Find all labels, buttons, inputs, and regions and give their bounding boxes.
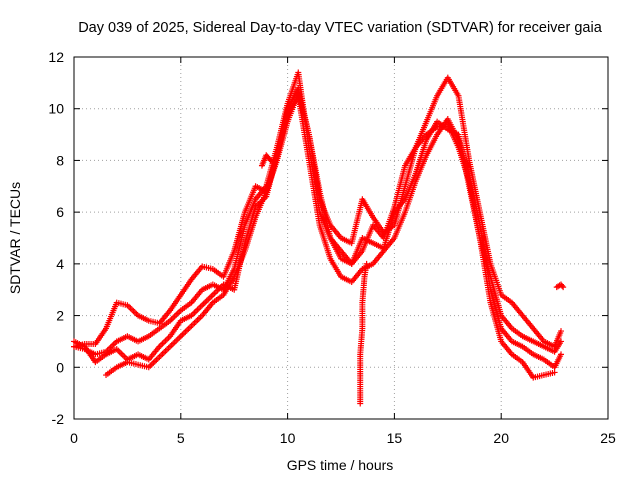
y-tick-label: 6 bbox=[56, 204, 64, 220]
data-point bbox=[558, 351, 565, 358]
data-points bbox=[71, 69, 567, 407]
x-tick-label: 10 bbox=[280, 430, 296, 446]
series-track bbox=[258, 152, 278, 169]
y-tick-label: 8 bbox=[56, 152, 64, 168]
x-tick-label: 0 bbox=[70, 430, 78, 446]
data-point bbox=[551, 369, 558, 376]
data-point bbox=[559, 282, 566, 289]
x-tick-label: 5 bbox=[177, 430, 185, 446]
x-tick-label: 15 bbox=[387, 430, 403, 446]
data-point bbox=[271, 160, 278, 167]
x-tick-label: 20 bbox=[493, 430, 509, 446]
y-tick-label: 0 bbox=[56, 359, 64, 375]
series-track bbox=[103, 90, 558, 381]
plot-frame bbox=[73, 56, 609, 420]
series-track bbox=[553, 281, 567, 291]
data-point bbox=[558, 338, 565, 345]
y-tick-label: 4 bbox=[56, 256, 64, 272]
x-axis-label: GPS time / hours bbox=[287, 457, 394, 473]
axis-ticks: 0 5 10 15 20 25 -2 0 2 4 6 8 10 12 bbox=[48, 49, 616, 446]
x-tick-label: 25 bbox=[600, 430, 616, 446]
y-tick-label: 12 bbox=[48, 49, 64, 65]
chart-title: Day 039 of 2025, Sidereal Day-to-day VTE… bbox=[78, 20, 603, 36]
data-point bbox=[560, 284, 567, 291]
data-point bbox=[558, 328, 565, 335]
y-tick-label: 2 bbox=[56, 308, 64, 324]
y-tick-label: -2 bbox=[52, 411, 65, 427]
y-axis-label: SDTVAR / TECUs bbox=[7, 182, 23, 294]
data-point bbox=[363, 260, 370, 267]
grid-lines bbox=[74, 57, 608, 419]
y-tick-label: 10 bbox=[48, 101, 64, 117]
series-track bbox=[357, 260, 370, 407]
